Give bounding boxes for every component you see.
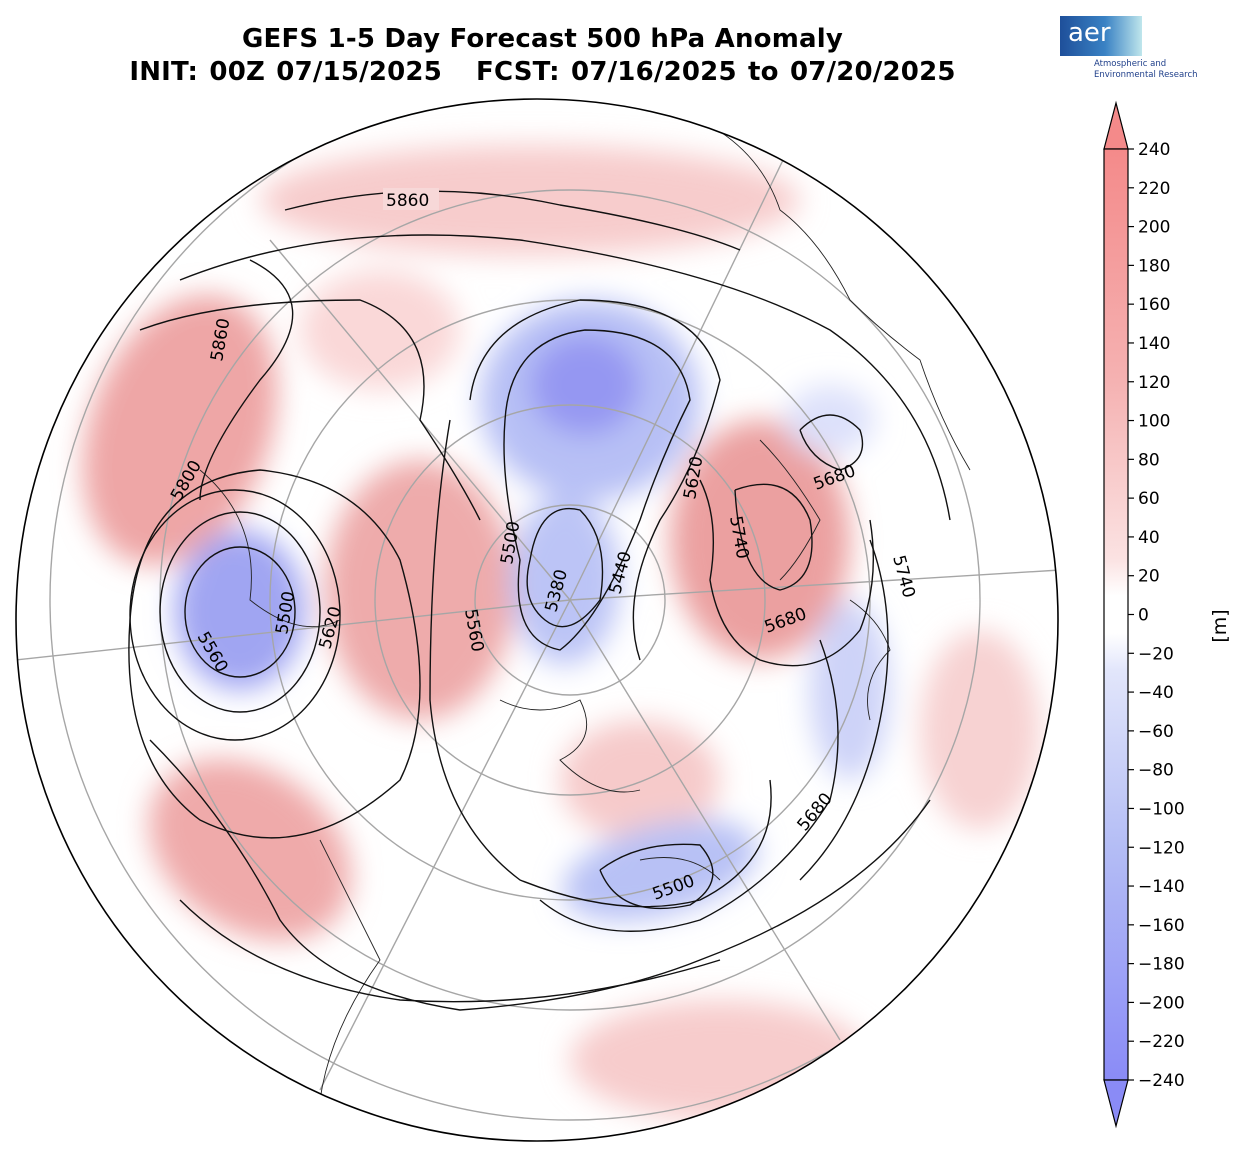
colorbar-tick-label: 160 [1138,295,1170,315]
colorbar-tick-label: 200 [1138,218,1170,238]
colorbar-tick-label: 120 [1138,373,1170,393]
colorbar-tick-label: −40 [1138,683,1174,703]
colorbar-extend-top [1103,100,1129,150]
colorbar-ticks: 240220200180160140120100806040200−20−40−… [1128,140,1185,1091]
colorbar-tick-label: −120 [1138,838,1185,858]
aer-logo: aer Atmospheric and Environmental Resear… [1058,14,1208,84]
colorbar-tick-label: −200 [1138,993,1185,1013]
forecast-range: FCST: 07/16/2025 to 07/20/2025 [476,57,956,87]
aer-logo-subtitle-1: Atmospheric and [1094,59,1167,69]
colorbar-tick-label: 100 [1138,412,1170,432]
aer-logo-box: aer [1060,16,1142,56]
colorbar-tick-label: 80 [1138,450,1160,470]
map-boundary [15,98,1059,1142]
colorbar-unit: [m] [1209,609,1231,642]
colorbar-tick-label: −220 [1138,1032,1185,1052]
aer-logo-word: aer [1068,18,1111,48]
colorbar-tick-label: 40 [1138,528,1160,548]
colorbar-tick-label: −20 [1138,644,1174,664]
colorbar-tick-label: 0 [1138,606,1149,626]
map-subtitle: INIT: 00Z 07/15/2025 FCST: 07/16/2025 to … [0,57,1085,87]
colorbar-tick-label: 220 [1138,179,1170,199]
map-disk [16,99,1058,1141]
colorbar-tick-label: −100 [1138,799,1185,819]
colorbar-tick-label: −60 [1138,722,1174,742]
colorbar-tick-label: 20 [1138,567,1160,587]
colorbar-tick-label: −240 [1138,1071,1185,1091]
height-contours [128,190,951,1011]
colorbar-tick-label: −160 [1138,916,1185,936]
coastlines [199,119,971,1101]
colorbar-tick-label: −140 [1138,877,1185,897]
colorbar-tick-label: 240 [1138,140,1170,160]
colorbar: 240220200180160140120100806040200−20−40−… [1103,100,1231,1129]
anomaly-shading [82,145,1040,1120]
colorbar-tick-label: 140 [1138,334,1170,354]
colorbar-scale [1103,148,1129,1081]
map-title: GEFS 1-5 Day Forecast 500 hPa Anomaly [241,24,844,54]
aer-logo-subtitle-2: Environmental Research [1094,70,1198,80]
colorbar-tick-label: 180 [1138,256,1170,276]
colorbar-tick-label: −80 [1138,761,1174,781]
colorbar-extend-bottom [1103,1079,1129,1129]
init-time: INIT: 00Z 07/15/2025 [129,57,443,87]
colorbar-tick-label: 60 [1138,489,1160,509]
contour-label-5860: 5860 [386,191,429,211]
colorbar-tick-label: −180 [1138,955,1185,975]
